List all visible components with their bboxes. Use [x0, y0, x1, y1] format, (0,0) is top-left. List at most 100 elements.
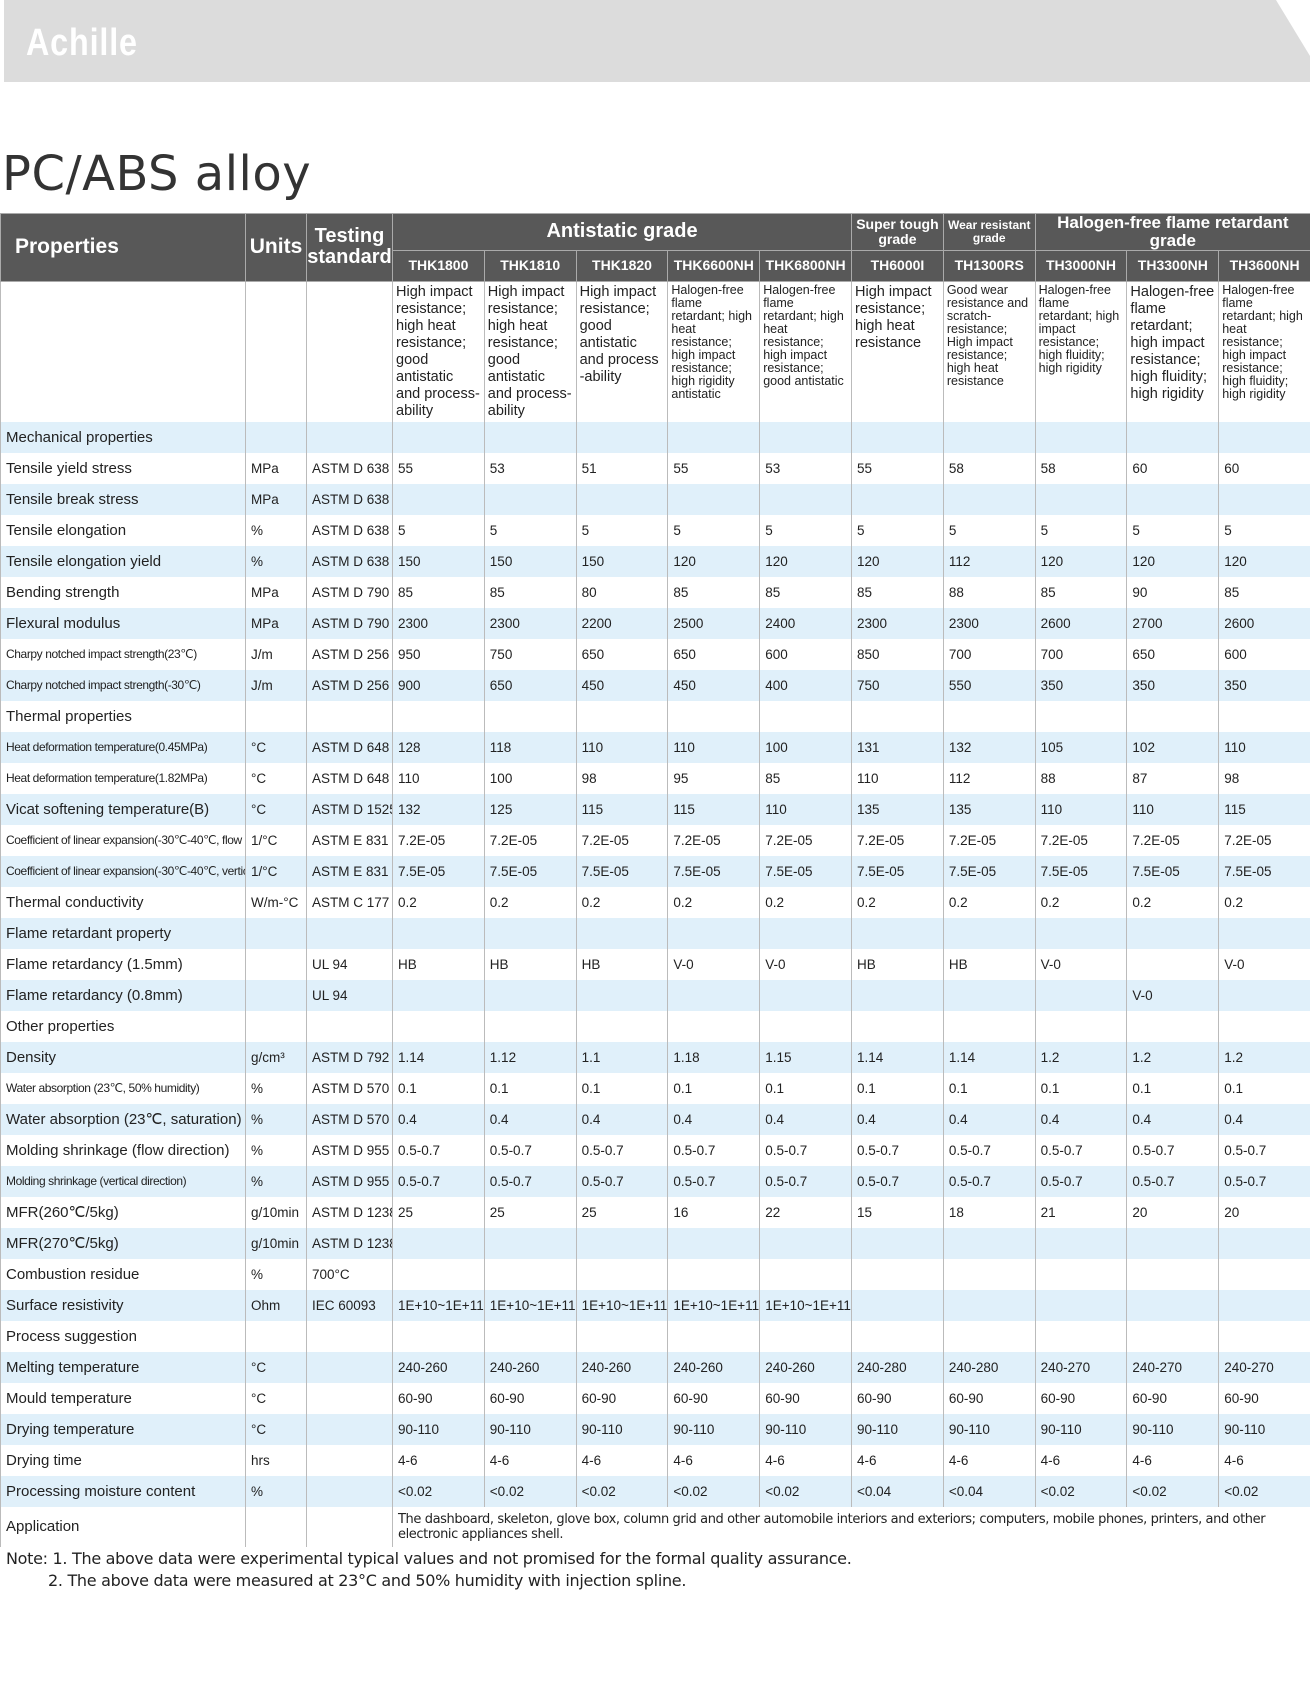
value-cell: 0.1 — [483, 1072, 577, 1104]
testing-standard: UL 94 — [306, 948, 393, 980]
value-cell: 60-90 — [759, 1382, 852, 1414]
unit: MPa — [245, 607, 307, 639]
value-cell — [1126, 948, 1219, 980]
properties-table: Properties Units Testing standard Antistati… — [0, 213, 1310, 1547]
unit: Ohm — [245, 1289, 307, 1321]
table-row: Flame retardancy (1.5mm) UL 94 HB HB HB V-0 V-… — [0, 948, 1310, 980]
value-cell — [667, 1258, 760, 1290]
value-cell — [1034, 979, 1127, 1011]
value-cell: 1E+10~1E+11 — [483, 1289, 577, 1321]
value-cell — [942, 1289, 1036, 1321]
value-cell — [1218, 1010, 1310, 1042]
value-cell: 0.1 — [575, 1072, 668, 1104]
header-group: Halogen-free flame retardant grade — [1034, 213, 1310, 251]
value-cell: 700 — [1034, 638, 1127, 670]
value-cell — [1218, 483, 1310, 515]
testing-standard: ASTM D 955 — [306, 1165, 393, 1197]
value-cell — [1218, 1258, 1310, 1290]
value-cell: 131 — [851, 731, 944, 763]
value-cell: 7.5E-05 — [1034, 855, 1127, 887]
table-row: Coefficient of linear expansion(-30℃-40℃… — [0, 824, 1310, 856]
header-testing-standard: Testing standard — [306, 213, 393, 282]
property-name: Flame retardancy (1.5mm) — [0, 948, 246, 980]
property-name: Molding shrinkage (vertical direction) — [0, 1165, 246, 1197]
value-cell: 85 — [759, 576, 852, 608]
value-cell: 87 — [1126, 762, 1219, 794]
property-name: Mechanical properties — [0, 421, 246, 453]
value-cell: 1.1 — [575, 1041, 668, 1073]
value-cell: 0.4 — [1218, 1103, 1310, 1135]
value-cell — [575, 483, 668, 515]
unit: g/10min — [245, 1196, 307, 1228]
value-cell: 60-90 — [942, 1382, 1036, 1414]
value-cell: 58 — [942, 452, 1036, 484]
value-cell: 0.2 — [1218, 886, 1310, 918]
value-cell — [667, 1227, 760, 1259]
table-row: Drying time hrs 4-6 4-6 4-6 4-6 4-6 4-6 4-6 4-6 4-… — [0, 1444, 1310, 1476]
property-name: Thermal conductivity — [0, 886, 246, 918]
value-cell: 5 — [851, 514, 944, 546]
unit — [245, 1320, 307, 1352]
table-row: Molding shrinkage (vertical direction)% A… — [0, 1165, 1310, 1197]
value-cell: 2300 — [851, 607, 944, 639]
testing-standard — [306, 1351, 393, 1383]
value-cell: 240-260 — [483, 1351, 577, 1383]
testing-standard — [306, 421, 393, 453]
header-product: TH1300RS — [942, 249, 1036, 282]
empty-cell — [0, 281, 246, 422]
value-cell — [851, 979, 944, 1011]
value-cell: 0.5-0.7 — [1218, 1134, 1310, 1166]
value-cell: 95 — [667, 762, 760, 794]
value-cell: 240-270 — [1218, 1351, 1310, 1383]
property-name: Water absorption (23℃, 50% humidity) — [0, 1072, 246, 1104]
value-cell: 0.1 — [1218, 1072, 1310, 1104]
value-cell: 0.4 — [392, 1103, 485, 1135]
value-cell: 0.5-0.7 — [575, 1165, 668, 1197]
testing-standard: ASTM E 831 — [306, 824, 393, 856]
value-cell: 135 — [851, 793, 944, 825]
unit: °C — [245, 762, 307, 794]
product-description: High impact resistance; high heat resist… — [392, 281, 485, 422]
value-cell: 1.12 — [483, 1041, 577, 1073]
unit — [245, 979, 307, 1011]
value-cell: 5 — [575, 514, 668, 546]
value-cell: 4-6 — [1126, 1444, 1219, 1476]
value-cell: 90-110 — [667, 1413, 760, 1445]
value-cell: 58 — [1034, 452, 1127, 484]
value-cell: 0.5-0.7 — [759, 1134, 852, 1166]
testing-standard — [306, 1010, 393, 1042]
value-cell: 5 — [942, 514, 1036, 546]
description-row: High impact resistance; high heat resist… — [0, 281, 1310, 422]
value-cell — [851, 1258, 944, 1290]
value-cell: HB — [942, 948, 1036, 980]
property-name: Charpy notched impact strength(-30℃) — [0, 669, 246, 701]
testing-standard — [306, 1382, 393, 1414]
value-cell: 110 — [1218, 731, 1310, 763]
value-cell: 7.5E-05 — [942, 855, 1036, 887]
testing-standard: ASTM D 570 — [306, 1103, 393, 1135]
value-cell: 0.5-0.7 — [851, 1165, 944, 1197]
value-cell: 240-270 — [1034, 1351, 1127, 1383]
value-cell — [1034, 1289, 1127, 1321]
value-cell — [1218, 1227, 1310, 1259]
value-cell — [1034, 1010, 1127, 1042]
value-cell: 0.5-0.7 — [1034, 1165, 1127, 1197]
value-cell: 7.5E-05 — [759, 855, 852, 887]
unit: 1/°C — [245, 855, 307, 887]
value-cell: 0.1 — [1126, 1072, 1219, 1104]
value-cell: V-0 — [1034, 948, 1127, 980]
unit: MPa — [245, 483, 307, 515]
value-cell — [759, 1320, 852, 1352]
value-cell: 240-260 — [667, 1351, 760, 1383]
value-cell — [942, 979, 1036, 1011]
value-cell: 2700 — [1126, 607, 1219, 639]
table-row: Flame retardancy (0.8mm) UL 94 V-0 — [0, 979, 1310, 1011]
value-cell — [575, 421, 668, 453]
value-cell: 5 — [1034, 514, 1127, 546]
value-cell — [1126, 1258, 1219, 1290]
value-cell: 60 — [1126, 452, 1219, 484]
value-cell: HB — [575, 948, 668, 980]
value-cell: <0.02 — [392, 1475, 485, 1507]
value-cell: 98 — [575, 762, 668, 794]
unit: % — [245, 1072, 307, 1104]
